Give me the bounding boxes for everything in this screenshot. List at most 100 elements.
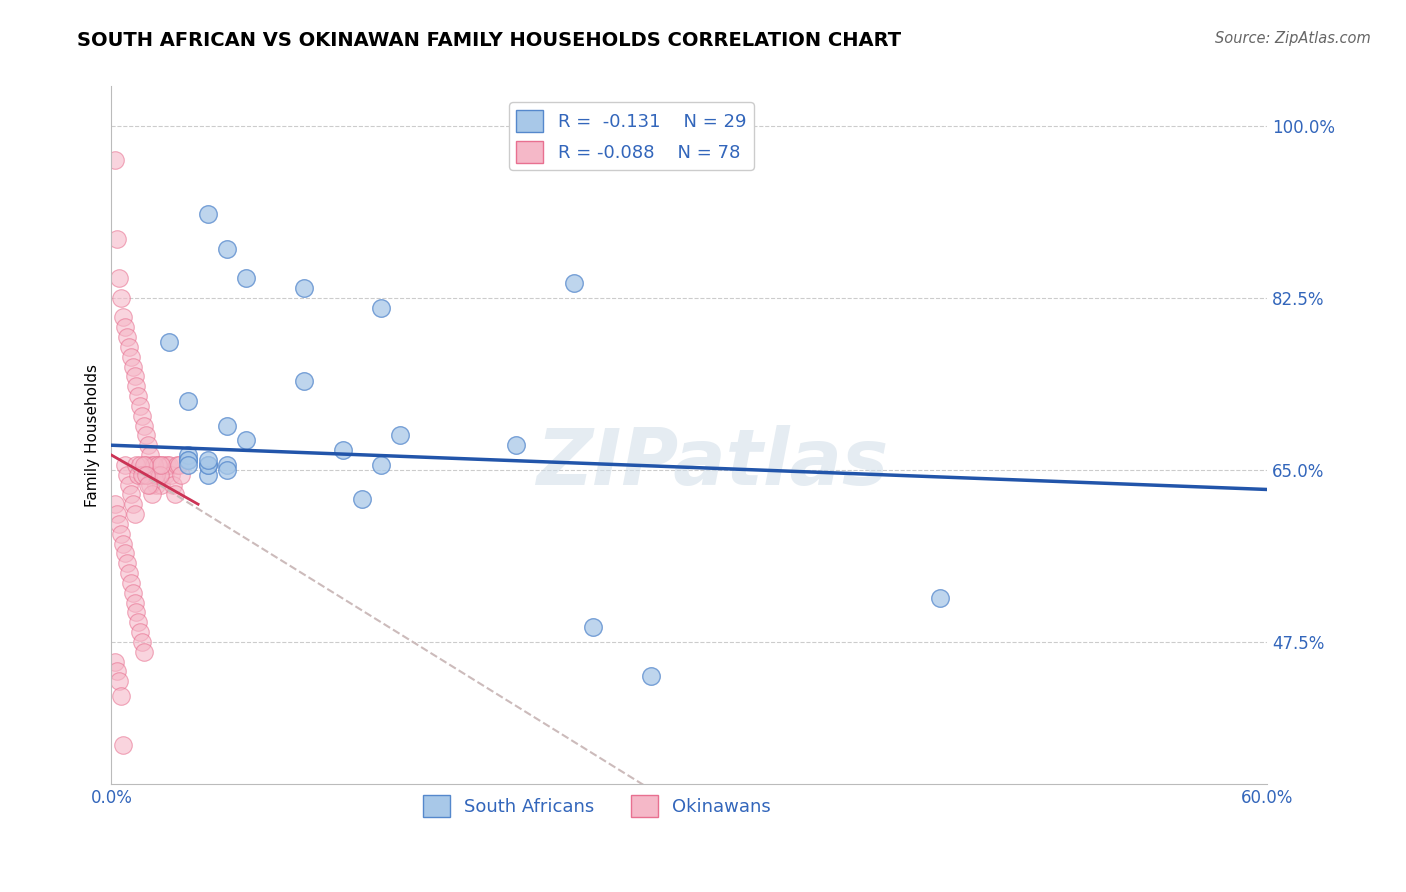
Point <box>114 320 136 334</box>
Point <box>104 497 127 511</box>
Point <box>197 467 219 482</box>
Point <box>129 458 152 472</box>
Point <box>110 526 132 541</box>
Text: SOUTH AFRICAN VS OKINAWAN FAMILY HOUSEHOLDS CORRELATION CHART: SOUTH AFRICAN VS OKINAWAN FAMILY HOUSEHO… <box>77 31 901 50</box>
Point <box>146 458 169 472</box>
Point <box>120 575 142 590</box>
Point <box>120 350 142 364</box>
Point <box>562 276 585 290</box>
Point <box>177 453 200 467</box>
Point <box>142 458 165 472</box>
Point <box>235 434 257 448</box>
Point <box>105 507 128 521</box>
Point <box>131 467 153 482</box>
Point <box>156 458 179 472</box>
Point <box>125 379 148 393</box>
Text: Source: ZipAtlas.com: Source: ZipAtlas.com <box>1215 31 1371 46</box>
Point <box>131 635 153 649</box>
Point <box>125 458 148 472</box>
Point <box>350 492 373 507</box>
Point <box>131 409 153 423</box>
Point <box>124 369 146 384</box>
Point <box>141 487 163 501</box>
Point <box>150 458 173 472</box>
Point <box>129 399 152 413</box>
Point <box>125 606 148 620</box>
Point <box>135 458 157 472</box>
Point <box>136 438 159 452</box>
Point <box>177 453 200 467</box>
Point <box>215 242 238 256</box>
Point <box>332 443 354 458</box>
Point <box>163 487 186 501</box>
Point <box>115 467 138 482</box>
Point <box>135 428 157 442</box>
Point <box>505 438 527 452</box>
Point <box>177 394 200 409</box>
Legend: South Africans, Okinawans: South Africans, Okinawans <box>415 788 778 824</box>
Point <box>108 674 131 689</box>
Point <box>110 291 132 305</box>
Point <box>115 556 138 570</box>
Point <box>152 458 174 472</box>
Point <box>105 665 128 679</box>
Point <box>111 738 134 752</box>
Point <box>124 507 146 521</box>
Point <box>389 428 412 442</box>
Point <box>118 340 141 354</box>
Point <box>160 467 183 482</box>
Point <box>197 453 219 467</box>
Point <box>166 458 188 472</box>
Point <box>197 458 219 472</box>
Point <box>197 458 219 472</box>
Point <box>235 271 257 285</box>
Point <box>134 645 156 659</box>
Point <box>114 546 136 560</box>
Point <box>167 458 190 472</box>
Point <box>118 566 141 580</box>
Point <box>177 458 200 472</box>
Point <box>146 458 169 472</box>
Point <box>129 625 152 640</box>
Point <box>148 467 170 482</box>
Point <box>139 477 162 491</box>
Point <box>110 689 132 703</box>
Point <box>928 591 950 605</box>
Point <box>157 458 180 472</box>
Point <box>150 477 173 491</box>
Point <box>215 463 238 477</box>
Point <box>215 418 238 433</box>
Point <box>136 467 159 482</box>
Point <box>136 477 159 491</box>
Point <box>139 448 162 462</box>
Point <box>115 330 138 344</box>
Point <box>177 448 200 462</box>
Point <box>114 458 136 472</box>
Point <box>141 458 163 472</box>
Point <box>142 467 165 482</box>
Point <box>155 467 177 482</box>
Point <box>111 536 134 550</box>
Point <box>121 497 143 511</box>
Point <box>111 310 134 325</box>
Point <box>292 374 315 388</box>
Point <box>108 271 131 285</box>
Point <box>134 458 156 472</box>
Point <box>127 615 149 630</box>
Point <box>105 232 128 246</box>
Point <box>148 467 170 482</box>
Point <box>121 585 143 599</box>
Point <box>127 389 149 403</box>
Point <box>640 669 662 683</box>
Point <box>135 467 157 482</box>
Point <box>104 153 127 167</box>
Point <box>145 467 167 482</box>
Text: ZIPatlas: ZIPatlas <box>536 425 889 501</box>
Point <box>120 487 142 501</box>
Y-axis label: Family Households: Family Households <box>86 364 100 507</box>
Point <box>145 477 167 491</box>
Point <box>118 477 141 491</box>
Point <box>127 467 149 482</box>
Point <box>157 334 180 349</box>
Point <box>370 458 392 472</box>
